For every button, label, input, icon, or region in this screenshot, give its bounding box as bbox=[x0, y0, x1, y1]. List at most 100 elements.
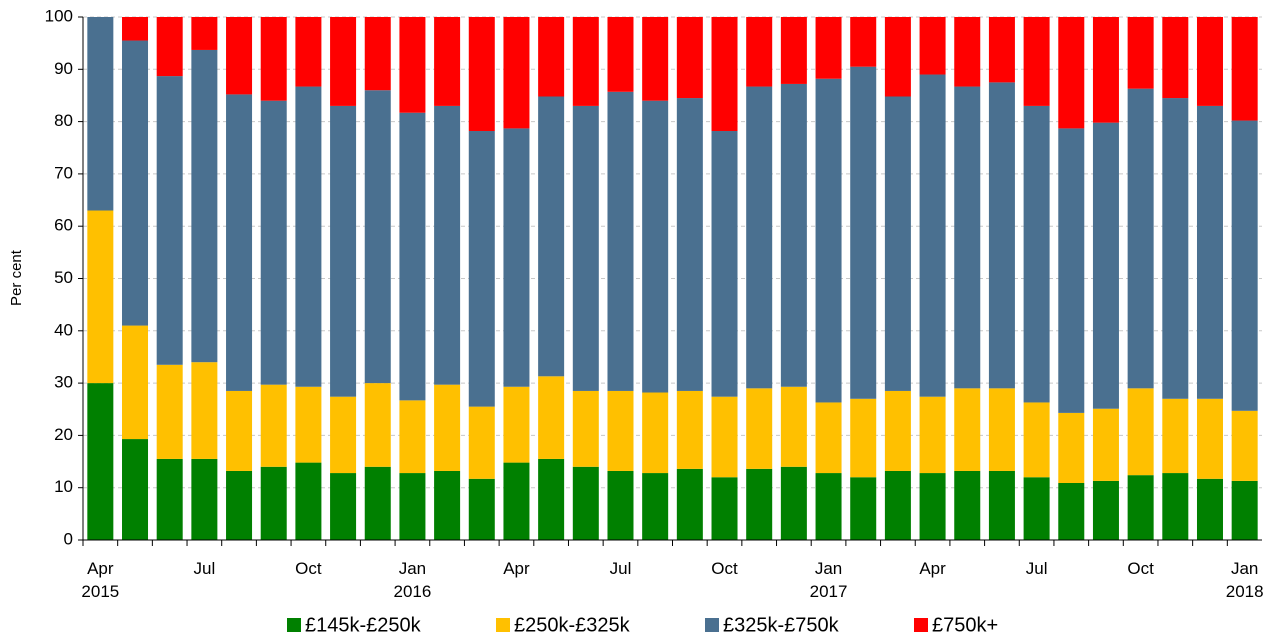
legend-item: £250k-£325k bbox=[496, 614, 631, 636]
bar-segment bbox=[1023, 105, 1050, 403]
bar-segment bbox=[330, 17, 357, 106]
bar-segment bbox=[1196, 398, 1223, 479]
bar-segment bbox=[468, 406, 495, 479]
bar-segment bbox=[850, 477, 877, 540]
bar-segment bbox=[468, 17, 495, 132]
bar-segment bbox=[884, 17, 911, 97]
bar-segment bbox=[364, 90, 391, 384]
bar-segment bbox=[122, 40, 149, 326]
bar-segment bbox=[572, 390, 599, 467]
bar-segment bbox=[1092, 17, 1119, 123]
bar-segment bbox=[295, 17, 322, 87]
bar-segment bbox=[780, 466, 807, 540]
bar-segment bbox=[607, 91, 634, 391]
bar-segment bbox=[1023, 17, 1050, 106]
bar-segment bbox=[815, 473, 842, 540]
bar-segment bbox=[295, 462, 322, 540]
bar-segment bbox=[191, 17, 218, 50]
bar-segment bbox=[330, 105, 357, 397]
bar-segment bbox=[988, 17, 1015, 83]
bar-segment bbox=[919, 473, 946, 540]
legend-item: £325k-£750k bbox=[705, 614, 840, 636]
bar-segment bbox=[1231, 480, 1258, 540]
y-tick-label: 70 bbox=[54, 163, 73, 182]
bar-segment bbox=[364, 383, 391, 467]
bar-segment bbox=[1058, 412, 1085, 483]
bar-segment bbox=[295, 386, 322, 463]
bar-segment bbox=[399, 400, 426, 474]
x-tick-label: Jul bbox=[1026, 559, 1048, 578]
bar-segment bbox=[503, 386, 530, 463]
legend-label: £325k-£750k bbox=[723, 614, 840, 636]
bar-segment bbox=[850, 17, 877, 67]
bar-segment bbox=[780, 386, 807, 467]
bar-segment bbox=[1231, 120, 1258, 411]
bar-segment bbox=[434, 384, 461, 471]
bar-segment bbox=[850, 398, 877, 478]
bar-segment bbox=[434, 470, 461, 540]
bar-segment bbox=[607, 17, 634, 92]
y-tick-label: 20 bbox=[54, 425, 73, 444]
bar-segment bbox=[884, 96, 911, 391]
bar-segment bbox=[538, 17, 565, 97]
x-tick-label: Jul bbox=[610, 559, 632, 578]
bar-segment bbox=[676, 98, 703, 391]
bar-segment bbox=[746, 17, 773, 87]
x-tick-label: Apr bbox=[503, 559, 530, 578]
bar-segment bbox=[884, 390, 911, 471]
bar-segment bbox=[988, 82, 1015, 389]
bar-segment bbox=[156, 76, 183, 365]
bar-segment bbox=[780, 17, 807, 84]
bar-segment bbox=[1162, 398, 1189, 474]
bar-segment bbox=[87, 383, 114, 540]
bar-segment bbox=[260, 384, 287, 467]
bar-segment bbox=[572, 466, 599, 540]
y-axis-label: Per cent bbox=[8, 249, 25, 306]
bar-segment bbox=[399, 473, 426, 540]
y-tick-label: 40 bbox=[54, 320, 73, 339]
y-tick-label: 30 bbox=[54, 373, 73, 392]
bar-segment bbox=[434, 105, 461, 385]
bar-segment bbox=[399, 112, 426, 401]
bar-segment bbox=[503, 128, 530, 387]
bar-segment bbox=[364, 17, 391, 91]
bar-segment bbox=[1023, 402, 1050, 478]
bar-segment bbox=[850, 66, 877, 399]
bar-segment bbox=[226, 470, 253, 540]
x-tick-label: Apr bbox=[919, 559, 946, 578]
bar-segment bbox=[226, 17, 253, 95]
bar-segment bbox=[1162, 17, 1189, 99]
bar-segment bbox=[919, 17, 946, 75]
bar-segment bbox=[572, 17, 599, 106]
legend-swatch bbox=[496, 618, 510, 632]
bar-segment bbox=[399, 17, 426, 113]
bar-segment bbox=[815, 78, 842, 403]
bar-segment bbox=[364, 466, 391, 540]
bar-segment bbox=[1231, 17, 1258, 121]
bar-segment bbox=[295, 86, 322, 387]
bar-segment bbox=[711, 477, 738, 540]
bar-segment bbox=[1196, 105, 1223, 399]
bar-segment bbox=[468, 478, 495, 540]
bar-segment bbox=[87, 17, 114, 211]
bar-segment bbox=[988, 470, 1015, 540]
bar-segment bbox=[122, 325, 149, 440]
bar-segment bbox=[746, 468, 773, 540]
bar-segment bbox=[468, 131, 495, 407]
bar-segment bbox=[642, 392, 669, 474]
bar-segment bbox=[815, 17, 842, 79]
bar-segment bbox=[1127, 88, 1154, 389]
bar-segment bbox=[503, 462, 530, 540]
x-tick-label: Jul bbox=[194, 559, 216, 578]
y-tick-label: 10 bbox=[54, 477, 73, 496]
bar-segment bbox=[572, 105, 599, 391]
bar-segment bbox=[226, 94, 253, 391]
bar-segment bbox=[954, 388, 981, 471]
y-tick-label: 60 bbox=[54, 216, 73, 235]
bar-segment bbox=[538, 376, 565, 459]
bar-segment bbox=[1127, 475, 1154, 540]
bar-segment bbox=[1058, 128, 1085, 413]
bar-segment bbox=[1162, 473, 1189, 540]
bar-segment bbox=[711, 396, 738, 478]
bar-segment bbox=[191, 362, 218, 459]
